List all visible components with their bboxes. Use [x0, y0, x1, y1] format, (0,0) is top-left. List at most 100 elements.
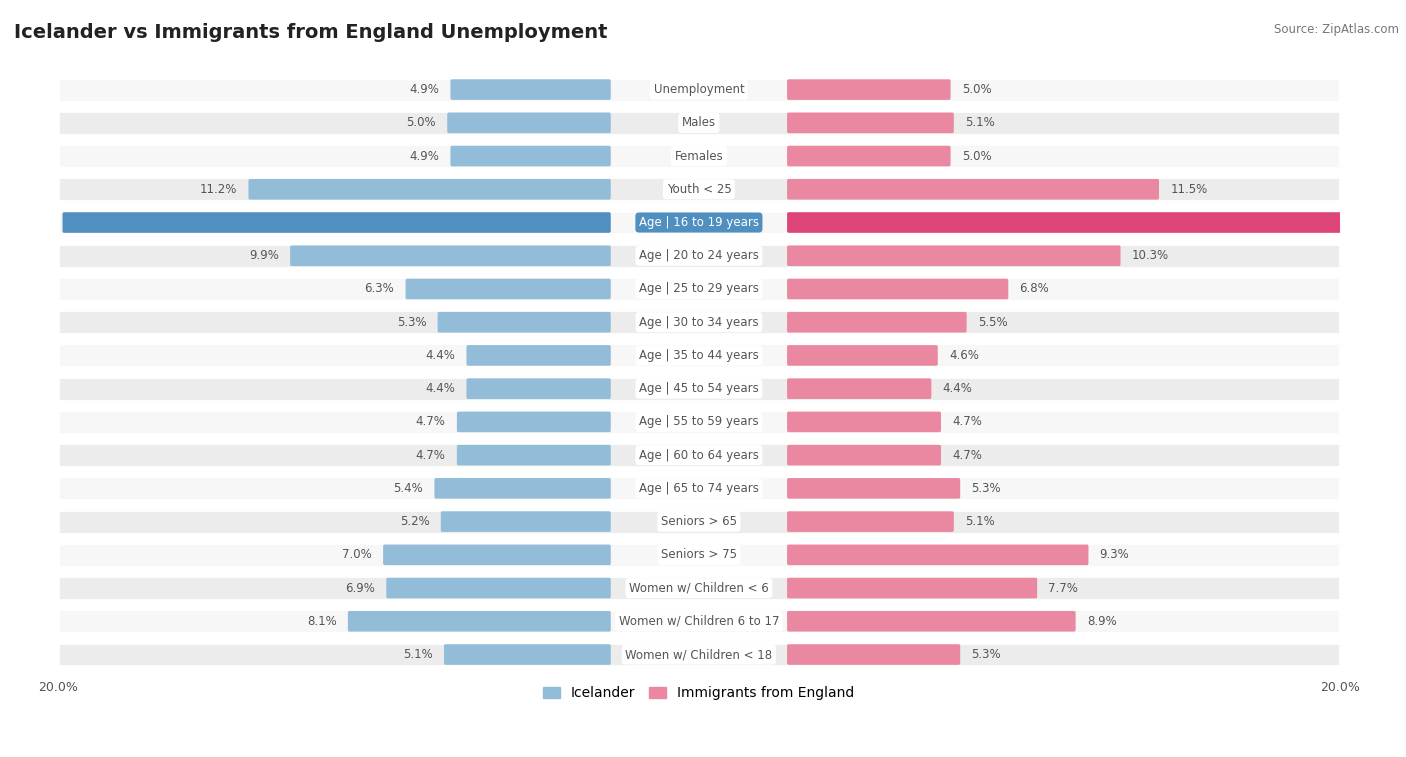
Text: Age | 30 to 34 years: Age | 30 to 34 years — [640, 316, 759, 329]
Text: Youth < 25: Youth < 25 — [666, 182, 731, 196]
FancyBboxPatch shape — [382, 544, 610, 565]
FancyBboxPatch shape — [405, 279, 610, 299]
Text: 4.6%: 4.6% — [949, 349, 979, 362]
Text: 8.1%: 8.1% — [307, 615, 336, 628]
FancyBboxPatch shape — [787, 312, 966, 332]
Text: 5.3%: 5.3% — [972, 648, 1001, 661]
FancyBboxPatch shape — [58, 111, 1340, 135]
FancyBboxPatch shape — [58, 177, 1340, 201]
Text: 5.1%: 5.1% — [404, 648, 433, 661]
FancyBboxPatch shape — [58, 543, 1340, 567]
Legend: Icelander, Immigrants from England: Icelander, Immigrants from England — [537, 681, 860, 706]
Text: Seniors > 75: Seniors > 75 — [661, 548, 737, 562]
FancyBboxPatch shape — [58, 144, 1340, 168]
FancyBboxPatch shape — [58, 344, 1340, 367]
Text: Age | 45 to 54 years: Age | 45 to 54 years — [640, 382, 759, 395]
FancyBboxPatch shape — [787, 511, 953, 532]
Text: Women w/ Children < 18: Women w/ Children < 18 — [626, 648, 772, 661]
Text: 4.4%: 4.4% — [426, 382, 456, 395]
Text: 8.9%: 8.9% — [1087, 615, 1116, 628]
Text: 4.4%: 4.4% — [426, 349, 456, 362]
FancyBboxPatch shape — [787, 544, 1088, 565]
FancyBboxPatch shape — [787, 611, 1076, 631]
FancyBboxPatch shape — [58, 210, 1340, 235]
FancyBboxPatch shape — [58, 410, 1340, 434]
Text: Women w/ Children 6 to 17: Women w/ Children 6 to 17 — [619, 615, 779, 628]
FancyBboxPatch shape — [437, 312, 610, 332]
FancyBboxPatch shape — [787, 644, 960, 665]
FancyBboxPatch shape — [58, 310, 1340, 334]
Text: 4.7%: 4.7% — [416, 416, 446, 428]
Text: 5.0%: 5.0% — [962, 150, 991, 163]
FancyBboxPatch shape — [787, 578, 1038, 598]
FancyBboxPatch shape — [249, 179, 610, 200]
FancyBboxPatch shape — [441, 511, 610, 532]
Text: Women w/ Children < 6: Women w/ Children < 6 — [628, 581, 769, 594]
FancyBboxPatch shape — [58, 78, 1340, 101]
FancyBboxPatch shape — [58, 643, 1340, 666]
FancyBboxPatch shape — [450, 146, 610, 167]
FancyBboxPatch shape — [457, 445, 610, 466]
FancyBboxPatch shape — [787, 478, 960, 499]
Text: Seniors > 65: Seniors > 65 — [661, 515, 737, 528]
FancyBboxPatch shape — [467, 345, 610, 366]
FancyBboxPatch shape — [58, 609, 1340, 634]
FancyBboxPatch shape — [58, 277, 1340, 301]
Text: 9.3%: 9.3% — [1099, 548, 1129, 562]
FancyBboxPatch shape — [787, 212, 1346, 233]
Text: Males: Males — [682, 117, 716, 129]
Text: Age | 55 to 59 years: Age | 55 to 59 years — [640, 416, 759, 428]
FancyBboxPatch shape — [387, 578, 610, 598]
FancyBboxPatch shape — [467, 378, 610, 399]
FancyBboxPatch shape — [58, 443, 1340, 467]
Text: 5.4%: 5.4% — [394, 482, 423, 495]
Text: 5.3%: 5.3% — [396, 316, 426, 329]
FancyBboxPatch shape — [58, 576, 1340, 600]
Text: 7.0%: 7.0% — [342, 548, 373, 562]
Text: Age | 25 to 29 years: Age | 25 to 29 years — [638, 282, 759, 295]
Text: 6.3%: 6.3% — [364, 282, 394, 295]
Text: 5.0%: 5.0% — [962, 83, 991, 96]
Text: 5.5%: 5.5% — [977, 316, 1008, 329]
Text: Icelander vs Immigrants from England Unemployment: Icelander vs Immigrants from England Une… — [14, 23, 607, 42]
Text: Females: Females — [675, 150, 723, 163]
FancyBboxPatch shape — [450, 79, 610, 100]
Text: 6.9%: 6.9% — [346, 581, 375, 594]
FancyBboxPatch shape — [58, 509, 1340, 534]
FancyBboxPatch shape — [787, 113, 953, 133]
FancyBboxPatch shape — [787, 79, 950, 100]
FancyBboxPatch shape — [787, 445, 941, 466]
FancyBboxPatch shape — [787, 378, 931, 399]
FancyBboxPatch shape — [444, 644, 610, 665]
Text: 5.1%: 5.1% — [965, 515, 995, 528]
FancyBboxPatch shape — [62, 212, 610, 233]
FancyBboxPatch shape — [58, 476, 1340, 500]
FancyBboxPatch shape — [58, 244, 1340, 268]
Text: Age | 16 to 19 years: Age | 16 to 19 years — [638, 216, 759, 229]
Text: 4.7%: 4.7% — [952, 416, 981, 428]
Text: 5.1%: 5.1% — [965, 117, 995, 129]
Text: 4.4%: 4.4% — [942, 382, 973, 395]
FancyBboxPatch shape — [290, 245, 610, 266]
Text: 5.2%: 5.2% — [399, 515, 430, 528]
Text: 11.5%: 11.5% — [1170, 182, 1208, 196]
Text: 11.2%: 11.2% — [200, 182, 238, 196]
Text: 17.3%: 17.3% — [1357, 216, 1393, 229]
FancyBboxPatch shape — [447, 113, 610, 133]
Text: Age | 20 to 24 years: Age | 20 to 24 years — [638, 249, 759, 262]
Text: 5.0%: 5.0% — [406, 117, 436, 129]
Text: 4.7%: 4.7% — [952, 449, 981, 462]
Text: Source: ZipAtlas.com: Source: ZipAtlas.com — [1274, 23, 1399, 36]
Text: 4.9%: 4.9% — [409, 83, 439, 96]
Text: 4.7%: 4.7% — [416, 449, 446, 462]
FancyBboxPatch shape — [787, 412, 941, 432]
Text: Age | 60 to 64 years: Age | 60 to 64 years — [638, 449, 759, 462]
Text: 6.8%: 6.8% — [1019, 282, 1049, 295]
FancyBboxPatch shape — [347, 611, 610, 631]
FancyBboxPatch shape — [787, 146, 950, 167]
FancyBboxPatch shape — [457, 412, 610, 432]
FancyBboxPatch shape — [787, 245, 1121, 266]
Text: Age | 35 to 44 years: Age | 35 to 44 years — [640, 349, 759, 362]
FancyBboxPatch shape — [434, 478, 610, 499]
Text: 4.9%: 4.9% — [409, 150, 439, 163]
